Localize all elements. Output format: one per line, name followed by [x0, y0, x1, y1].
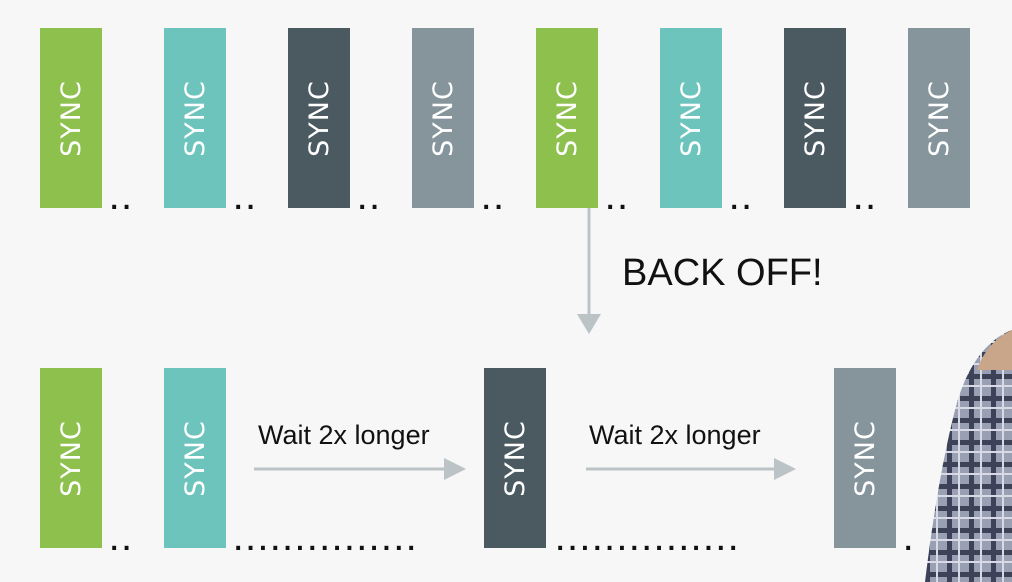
- sync-box-top-1: SYNC: [40, 28, 102, 208]
- presenter-photo: [925, 330, 1012, 582]
- dot-separator: ..: [482, 190, 507, 215]
- dot-separator: ...............: [234, 531, 420, 556]
- sync-label: SYNC: [179, 419, 211, 497]
- sync-box-top-8: SYNC: [908, 28, 970, 208]
- dot-separator: ..: [110, 190, 135, 215]
- dot-separator: ..: [358, 190, 383, 215]
- sync-box-bottom-1: SYNC: [40, 368, 102, 548]
- sync-box-top-4: SYNC: [412, 28, 474, 208]
- sync-box-top-7: SYNC: [784, 28, 846, 208]
- back-off-arrow: [577, 208, 601, 334]
- dot-separator: .: [904, 531, 917, 556]
- sync-box-top-5: SYNC: [536, 28, 598, 208]
- wait-arrow-2: [586, 458, 796, 480]
- dot-separator: ..: [854, 190, 879, 215]
- back-off-label: BACK OFF!: [622, 252, 823, 294]
- sync-label: SYNC: [55, 419, 87, 497]
- dot-separator: ..: [606, 190, 631, 215]
- sync-label: SYNC: [849, 419, 881, 497]
- wait-label-1: Wait 2x longer: [258, 420, 430, 450]
- dot-separator: ...............: [556, 531, 742, 556]
- sync-box-top-3: SYNC: [288, 28, 350, 208]
- dot-separator: ..: [110, 531, 135, 556]
- sync-label: SYNC: [499, 419, 531, 497]
- sync-box-bottom-4: SYNC: [834, 368, 896, 548]
- dot-separator: ..: [730, 190, 755, 215]
- sync-box-top-2: SYNC: [164, 28, 226, 208]
- sync-box-bottom-2: SYNC: [164, 368, 226, 548]
- dot-separator: ..: [234, 190, 259, 215]
- wait-label-2: Wait 2x longer: [589, 420, 761, 450]
- sync-box-top-6: SYNC: [660, 28, 722, 208]
- wait-arrow-1: [254, 458, 466, 480]
- sync-box-bottom-3: SYNC: [484, 368, 546, 548]
